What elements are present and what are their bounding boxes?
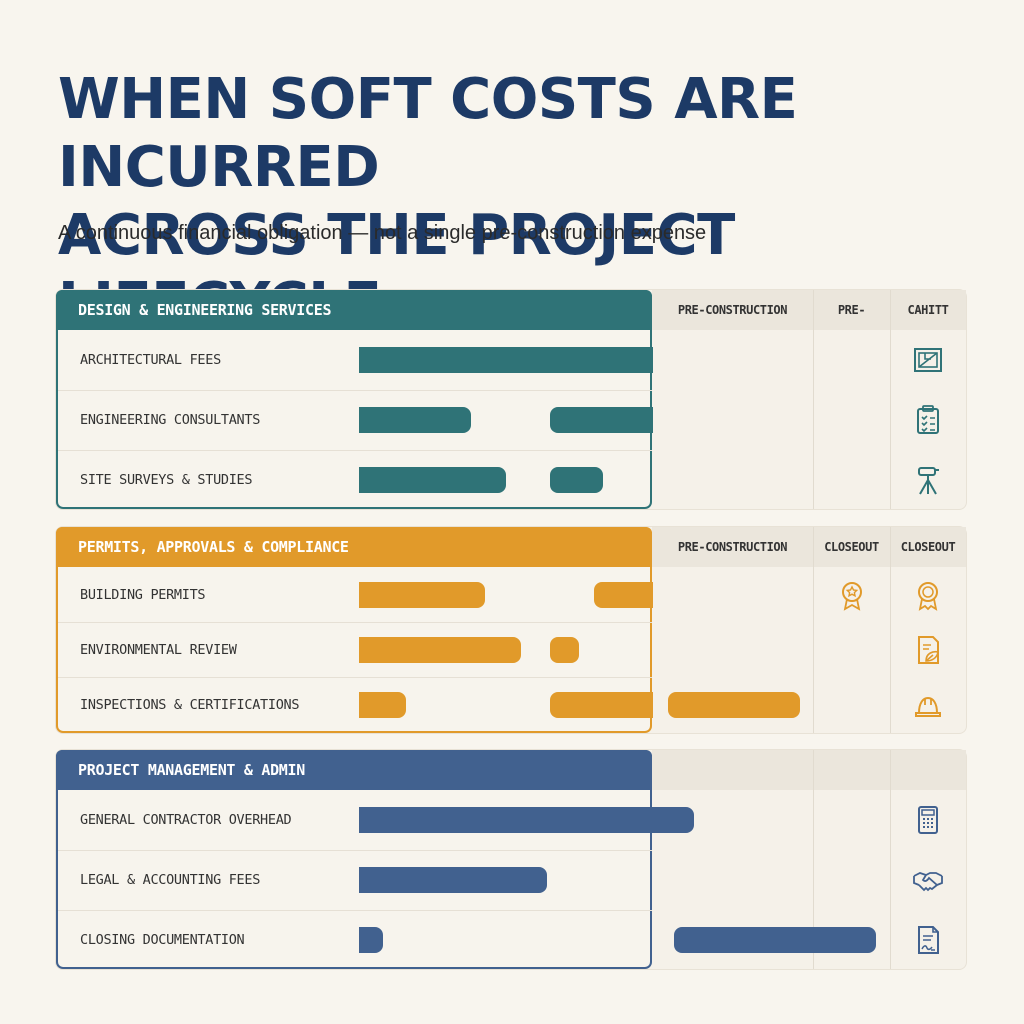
- row-label: ARCHITECTURAL FEES: [80, 352, 221, 368]
- column-divider: [813, 527, 814, 733]
- timeline-bar: [673, 927, 877, 953]
- handshake-icon: [911, 863, 945, 897]
- survey-tripod-icon: [911, 463, 945, 497]
- column-divider: [890, 290, 891, 509]
- row-label: INSPECTIONS & CERTIFICATIONS: [80, 696, 300, 713]
- hard-hat-icon: [911, 688, 945, 722]
- column-header: CLOSEOUT: [813, 527, 890, 567]
- row-label: LEGAL & ACCOUNTING FEES: [80, 872, 261, 888]
- row-label: ENGINEERING CONSULTANTS: [80, 412, 261, 428]
- timeline-bar: [550, 636, 580, 663]
- title-line-1: WHEN SOFT COSTS ARE INCURRED: [58, 67, 798, 200]
- row-label: GENERAL CONTRACTOR OVERHEAD: [80, 812, 292, 828]
- timeline-bar: [359, 691, 407, 718]
- calculator-icon: [911, 803, 945, 837]
- row-label: BUILDING PERMITS: [80, 586, 206, 603]
- section-panel: DESIGN & ENGINEERING SERVICES PRE-CONSTRU…: [56, 290, 966, 509]
- approval-stamp-icon: [911, 578, 945, 612]
- timeline-bar: [667, 691, 800, 718]
- section-panel: PERMITS, APPROVALS & COMPLIANCE PRE-CONST…: [56, 527, 966, 733]
- section-title: DESIGN & ENGINEERING SERVICES: [78, 301, 332, 319]
- leaf-document-icon: [911, 633, 945, 667]
- timeline-bar: [359, 407, 471, 433]
- section-header-band: DESIGN & ENGINEERING SERVICES: [56, 290, 652, 330]
- timeline-bar: [359, 636, 521, 663]
- timeline-bar: [359, 467, 506, 493]
- column-divider: [813, 290, 814, 509]
- blueprint-icon: [911, 343, 945, 377]
- row-divider: [58, 910, 652, 911]
- row-divider: [58, 390, 652, 391]
- section-title: PERMITS, APPROVALS & COMPLIANCE: [78, 538, 349, 556]
- column-divider: [890, 750, 891, 969]
- column-header: [890, 750, 966, 790]
- timeline-bar: [594, 581, 653, 608]
- column-header: PRE-CONSTRUCTION: [652, 290, 813, 330]
- timeline-bar: [359, 927, 383, 953]
- column-divider: [813, 750, 814, 969]
- clipboard-checklist-icon: [911, 403, 945, 437]
- section-title: PROJECT MANAGEMENT & ADMIN: [78, 761, 306, 779]
- page-title: WHEN SOFT COSTS ARE INCURRED ACROSS THE …: [58, 66, 998, 338]
- row-divider: [58, 850, 652, 851]
- subtitle: A continuous financial obligation — not …: [58, 222, 707, 244]
- section-header-band: PROJECT MANAGEMENT & ADMIN: [56, 750, 652, 790]
- row-divider: [58, 622, 652, 623]
- award-badge-icon: [835, 578, 869, 612]
- section-header-band: PERMITS, APPROVALS & COMPLIANCE: [56, 527, 652, 567]
- column-header: [813, 750, 890, 790]
- section-panel: PROJECT MANAGEMENT & ADMIN GENERAL CONTRA…: [56, 750, 966, 969]
- row-label: SITE SURVEYS & STUDIES: [80, 472, 253, 488]
- row-divider: [58, 677, 652, 678]
- column-header: CLOSEOUT: [890, 527, 966, 567]
- row-divider: [58, 450, 652, 451]
- column-header: PRE-CONSTRUCTION: [652, 527, 813, 567]
- column-header: [652, 750, 813, 790]
- signed-document-icon: [911, 923, 945, 957]
- timeline-bar: [359, 581, 486, 608]
- timeline-bar: [359, 807, 695, 833]
- column-header: CAHITT: [890, 290, 966, 330]
- timeline-bar: [359, 867, 548, 893]
- row-label: CLOSING DOCUMENTATION: [80, 932, 245, 948]
- column-header: PRE-: [813, 290, 890, 330]
- row-label: ENVIRONMENTAL REVIEW: [80, 641, 237, 658]
- timeline-bar: [550, 467, 603, 493]
- timeline-bar: [359, 347, 653, 373]
- column-divider: [890, 527, 891, 733]
- timeline-bar: [550, 407, 653, 433]
- timeline-bar: [550, 691, 653, 718]
